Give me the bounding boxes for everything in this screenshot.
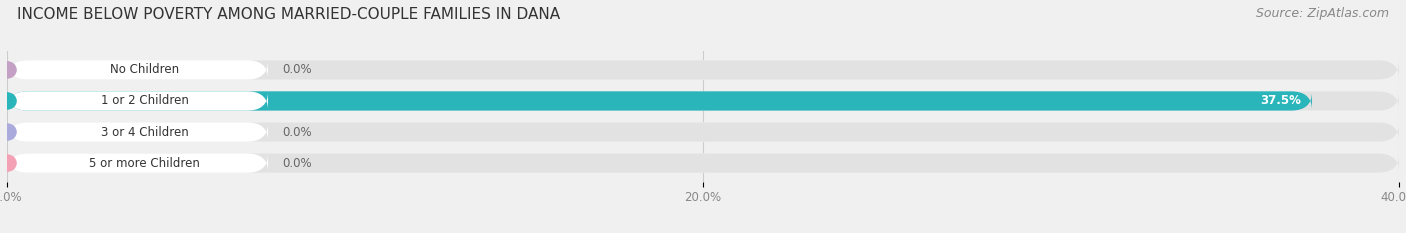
FancyBboxPatch shape (7, 91, 269, 111)
Circle shape (0, 124, 15, 140)
FancyBboxPatch shape (7, 91, 1399, 111)
Circle shape (0, 155, 15, 171)
Text: 0.0%: 0.0% (283, 157, 312, 170)
Text: 3 or 4 Children: 3 or 4 Children (101, 126, 188, 139)
FancyBboxPatch shape (7, 60, 1399, 79)
Circle shape (0, 93, 15, 109)
FancyBboxPatch shape (7, 154, 1399, 173)
Text: 5 or more Children: 5 or more Children (89, 157, 200, 170)
Text: 37.5%: 37.5% (1261, 94, 1302, 107)
FancyBboxPatch shape (7, 122, 269, 142)
Circle shape (0, 62, 15, 78)
FancyBboxPatch shape (7, 154, 269, 173)
FancyBboxPatch shape (7, 122, 1399, 142)
Text: INCOME BELOW POVERTY AMONG MARRIED-COUPLE FAMILIES IN DANA: INCOME BELOW POVERTY AMONG MARRIED-COUPL… (17, 7, 560, 22)
FancyBboxPatch shape (7, 60, 1399, 79)
Text: No Children: No Children (110, 63, 179, 76)
Text: 1 or 2 Children: 1 or 2 Children (101, 94, 188, 107)
FancyBboxPatch shape (7, 91, 1399, 111)
FancyBboxPatch shape (7, 154, 1399, 173)
FancyBboxPatch shape (7, 122, 1399, 142)
FancyBboxPatch shape (7, 60, 269, 79)
Text: 0.0%: 0.0% (283, 63, 312, 76)
Text: 0.0%: 0.0% (283, 126, 312, 139)
Text: Source: ZipAtlas.com: Source: ZipAtlas.com (1256, 7, 1389, 20)
FancyBboxPatch shape (7, 91, 1312, 111)
